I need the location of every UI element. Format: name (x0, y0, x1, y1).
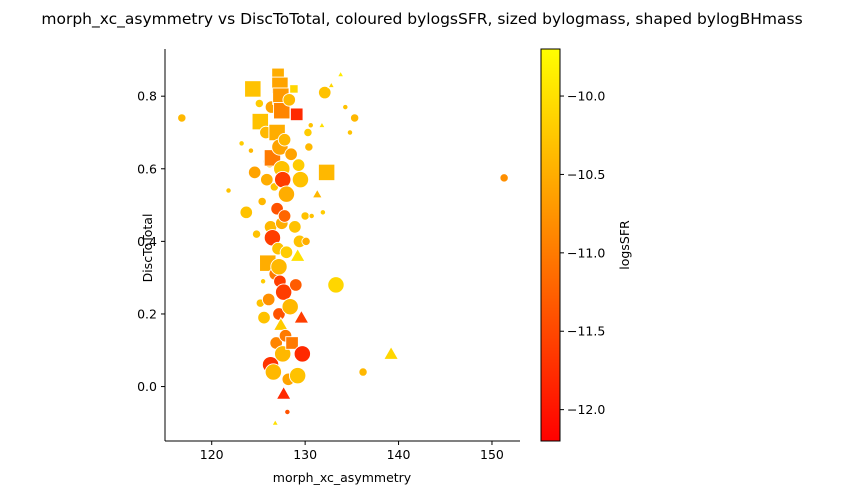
data-point (308, 212, 315, 220)
data-point (291, 171, 310, 189)
data-point (303, 127, 313, 138)
data-point (274, 283, 293, 301)
data-point (358, 367, 368, 377)
colorbar-tick-label: −11.0 (567, 245, 605, 260)
data-points (177, 67, 509, 426)
colorbar-gradient (540, 48, 561, 442)
data-point (289, 247, 306, 262)
data-point (318, 85, 332, 100)
data-point (349, 113, 360, 123)
data-point (281, 298, 299, 316)
data-point (301, 236, 311, 247)
colorbar-ticks: −10.0 −10.5 −11.0 −11.5 −12.0 (560, 89, 605, 417)
y-tick-label: 0.8 (137, 89, 157, 104)
data-point (244, 80, 262, 98)
data-point (251, 229, 262, 239)
x-tick-label: 140 (387, 447, 411, 462)
colorbar: −10.0 −10.5 −11.0 −11.5 −12.0 logsSFR (540, 48, 632, 442)
data-point (342, 103, 349, 111)
data-point (383, 345, 400, 360)
data-point (257, 310, 271, 325)
data-point (177, 113, 187, 123)
data-point (346, 129, 354, 136)
data-point (327, 81, 336, 89)
data-point (247, 165, 262, 180)
y-axis-label: DiscToTotal (140, 214, 155, 283)
data-point (277, 185, 296, 203)
data-point (260, 172, 274, 187)
data-point (288, 220, 302, 234)
y-tick-label: 0.0 (137, 379, 157, 394)
x-axis-label: morph_xc_asymmetry (273, 470, 412, 485)
data-point (282, 93, 297, 107)
data-point (311, 188, 323, 199)
data-point (336, 70, 345, 78)
data-point (318, 121, 326, 129)
data-point (275, 385, 292, 400)
x-ticks: 120 130 140 150 (200, 441, 504, 462)
data-point (272, 316, 289, 331)
data-point (277, 132, 292, 147)
data-point (304, 142, 314, 152)
y-tick-label: 0.6 (137, 161, 157, 176)
data-point (291, 158, 306, 172)
data-point (285, 336, 299, 350)
data-point (293, 309, 310, 324)
x-tick-label: 120 (200, 447, 224, 462)
plot-axes (164, 49, 520, 442)
data-point (327, 276, 345, 294)
data-point (284, 147, 298, 162)
data-point (279, 245, 294, 260)
data-point (254, 98, 265, 109)
data-point (499, 173, 509, 183)
colorbar-tick-label: −11.5 (567, 324, 605, 339)
data-point (225, 187, 232, 194)
y-tick-label: 0.2 (137, 306, 157, 321)
data-point (300, 211, 310, 221)
colorbar-tick-label: −12.0 (567, 402, 605, 417)
data-point (274, 171, 292, 189)
data-point (289, 84, 299, 94)
data-point (289, 107, 304, 122)
x-tick-label: 150 (480, 447, 504, 462)
colorbar-tick-label: −10.0 (567, 89, 605, 104)
colorbar-label: logsSFR (617, 220, 632, 270)
colorbar-tick-label: −10.5 (567, 167, 605, 182)
x-tick-label: 130 (293, 447, 317, 462)
data-point (257, 196, 267, 207)
data-point (289, 278, 303, 292)
data-point (319, 209, 327, 216)
data-point (277, 209, 292, 223)
data-point (261, 292, 276, 307)
data-point (239, 205, 254, 220)
y-ticks: 0.0 0.2 0.4 0.6 0.8 (137, 89, 165, 394)
data-point (270, 258, 288, 276)
data-point (289, 367, 307, 385)
data-point (317, 163, 336, 182)
data-point (264, 363, 283, 381)
data-point (307, 122, 314, 129)
data-point (274, 345, 292, 363)
data-point (284, 408, 291, 416)
data-point (259, 278, 267, 285)
data-point (271, 418, 280, 426)
data-point (238, 140, 245, 147)
y-tick-label: 0.4 (137, 234, 157, 249)
data-point (293, 345, 311, 363)
data-point (247, 147, 255, 154)
chart-title: morph_xc_asymmetry vs DiscToTotal, colou… (41, 10, 802, 29)
